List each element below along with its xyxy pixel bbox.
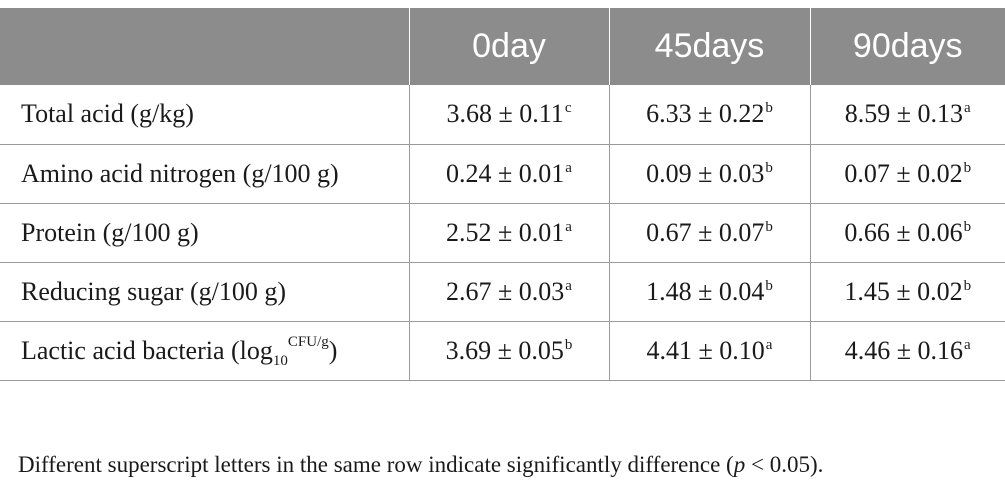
data-table-container: 0day 45days 90days Total acid (g/kg) 3.6…: [0, 8, 1005, 381]
value-cell: 1.45 ± 0.02b: [809, 262, 1005, 322]
table-header: 0day 45days 90days: [0, 8, 1005, 85]
value-text: 0.67 ± 0.07: [646, 217, 765, 247]
value-cell: 0.09 ± 0.03b: [608, 144, 810, 204]
value-text: 6.33 ± 0.22: [646, 99, 765, 129]
value-text: 2.52 ± 0.01: [446, 217, 565, 247]
row-label-close: ): [328, 335, 338, 365]
value-cell: 2.52 ± 0.01a: [408, 203, 609, 263]
value-cell: 1.48 ± 0.04b: [608, 262, 810, 322]
row-label: Reducing sugar (g/100 g): [0, 262, 409, 322]
table-row: Total acid (g/kg) 3.68 ± 0.11c 6.33 ± 0.…: [0, 85, 1005, 145]
value-text: 8.59 ± 0.13: [844, 99, 964, 129]
footnote-text-end: < 0.05).: [745, 452, 824, 477]
value-text: 1.48 ± 0.04: [646, 276, 765, 306]
footnote-text: Different superscript letters in the sam…: [18, 452, 734, 477]
value-cell: 6.33 ± 0.22b: [608, 85, 810, 145]
table-footnote: Different superscript letters in the sam…: [18, 452, 823, 478]
table-body: Total acid (g/kg) 3.68 ± 0.11c 6.33 ± 0.…: [0, 85, 1005, 381]
table-row: Protein (g/100 g) 2.52 ± 0.01a 0.67 ± 0.…: [0, 203, 1005, 263]
significance-letter: c: [564, 100, 572, 117]
log-base-subscript: 10: [272, 352, 288, 369]
significance-letter: b: [564, 336, 573, 353]
table-row: Reducing sugar (g/100 g) 2.67 ± 0.03a 1.…: [0, 262, 1005, 322]
value-text: 0.24 ± 0.01: [446, 158, 565, 188]
value-cell: 4.46 ± 0.16a: [809, 321, 1005, 381]
value-cell: 0.07 ± 0.02b: [809, 144, 1005, 204]
value-cell: 2.67 ± 0.03a: [408, 262, 609, 322]
row-label: Amino acid nitrogen (g/100 g): [0, 144, 409, 204]
value-text: 4.41 ± 0.10: [646, 335, 765, 365]
value-cell: 3.68 ± 0.11c: [408, 85, 609, 145]
significance-letter: b: [765, 277, 773, 294]
value-text: 0.07 ± 0.02: [844, 158, 963, 188]
data-table: 0day 45days 90days Total acid (g/kg) 3.6…: [0, 8, 1005, 381]
value-text: 3.69 ± 0.05: [445, 335, 564, 365]
value-cell: 0.66 ± 0.06b: [809, 203, 1005, 263]
header-cell-45days: 45days: [608, 8, 810, 85]
row-label: Protein (g/100 g): [0, 203, 409, 263]
significance-letter: a: [565, 218, 572, 235]
value-cell: 8.59 ± 0.13a: [809, 85, 1005, 145]
header-row: 0day 45days 90days: [0, 8, 1005, 85]
significance-letter: b: [963, 218, 972, 235]
table-row: Lactic acid bacteria (log10 CFU/g) 3.69 ±…: [0, 321, 1005, 381]
row-label-text: Lactic acid bacteria (log: [21, 335, 273, 365]
significance-letter: a: [964, 100, 971, 117]
header-cell-blank: [0, 8, 409, 85]
value-text: 0.66 ± 0.06: [844, 217, 963, 247]
value-text: 2.67 ± 0.03: [446, 276, 565, 306]
row-label-text: Reducing sugar (g/100 g): [21, 276, 287, 306]
value-cell: 4.41 ± 0.10a: [608, 321, 810, 381]
row-label: Lactic acid bacteria (log10 CFU/g): [0, 321, 409, 381]
significance-letter: a: [765, 336, 773, 353]
table-row: Amino acid nitrogen (g/100 g) 0.24 ± 0.0…: [0, 144, 1005, 204]
significance-letter: b: [765, 100, 773, 117]
value-cell: 3.69 ± 0.05b: [408, 321, 609, 381]
value-cell: 0.24 ± 0.01a: [408, 144, 609, 204]
row-label-text: Total acid (g/kg): [21, 99, 194, 129]
significance-letter: b: [765, 218, 773, 235]
row-label-text: Amino acid nitrogen (g/100 g): [21, 158, 339, 188]
significance-letter: a: [565, 277, 572, 294]
unit-superscript: CFU/g: [287, 333, 329, 350]
value-text: 4.46 ± 0.16: [844, 335, 964, 365]
row-label-text: Protein (g/100 g): [21, 217, 199, 247]
value-text: 3.68 ± 0.11: [446, 99, 564, 129]
header-cell-90days: 90days: [809, 8, 1005, 85]
significance-letter: b: [765, 159, 773, 176]
value-cell: 0.67 ± 0.07b: [608, 203, 810, 263]
p-value-symbol: p: [733, 452, 746, 477]
value-text: 1.45 ± 0.02: [844, 276, 963, 306]
significance-letter: b: [963, 277, 972, 294]
significance-letter: a: [565, 159, 572, 176]
value-text: 0.09 ± 0.03: [646, 158, 765, 188]
significance-letter: a: [964, 336, 971, 353]
significance-letter: b: [963, 159, 972, 176]
row-label: Total acid (g/kg): [0, 85, 409, 145]
header-cell-0day: 0day: [408, 8, 609, 85]
